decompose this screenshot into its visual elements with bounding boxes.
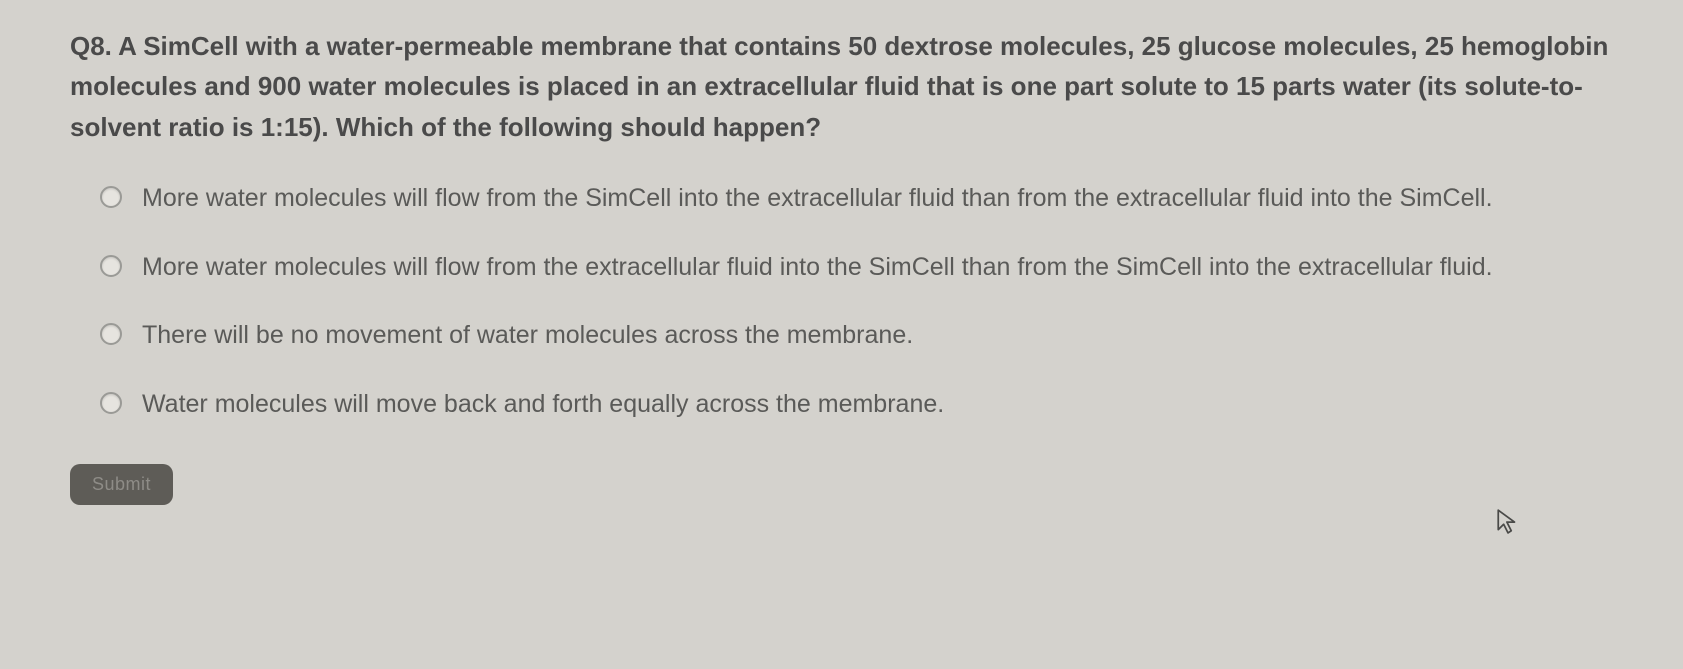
radio-icon[interactable]: [100, 255, 122, 277]
option-2[interactable]: More water molecules will flow from the …: [100, 248, 1613, 287]
radio-icon[interactable]: [100, 323, 122, 345]
quiz-page: Q8. A SimCell with a water-permeable mem…: [0, 0, 1683, 525]
radio-icon[interactable]: [100, 392, 122, 414]
option-1-label: More water molecules will flow from the …: [142, 179, 1493, 218]
option-3-label: There will be no movement of water molec…: [142, 316, 913, 355]
option-4-label: Water molecules will move back and forth…: [142, 385, 944, 424]
option-2-label: More water molecules will flow from the …: [142, 248, 1493, 287]
submit-button[interactable]: Submit: [70, 464, 173, 505]
option-1[interactable]: More water molecules will flow from the …: [100, 179, 1613, 218]
question-text: Q8. A SimCell with a water-permeable mem…: [70, 26, 1613, 147]
options-group: More water molecules will flow from the …: [70, 179, 1613, 424]
option-4[interactable]: Water molecules will move back and forth…: [100, 385, 1613, 424]
radio-icon[interactable]: [100, 186, 122, 208]
option-3[interactable]: There will be no movement of water molec…: [100, 316, 1613, 355]
